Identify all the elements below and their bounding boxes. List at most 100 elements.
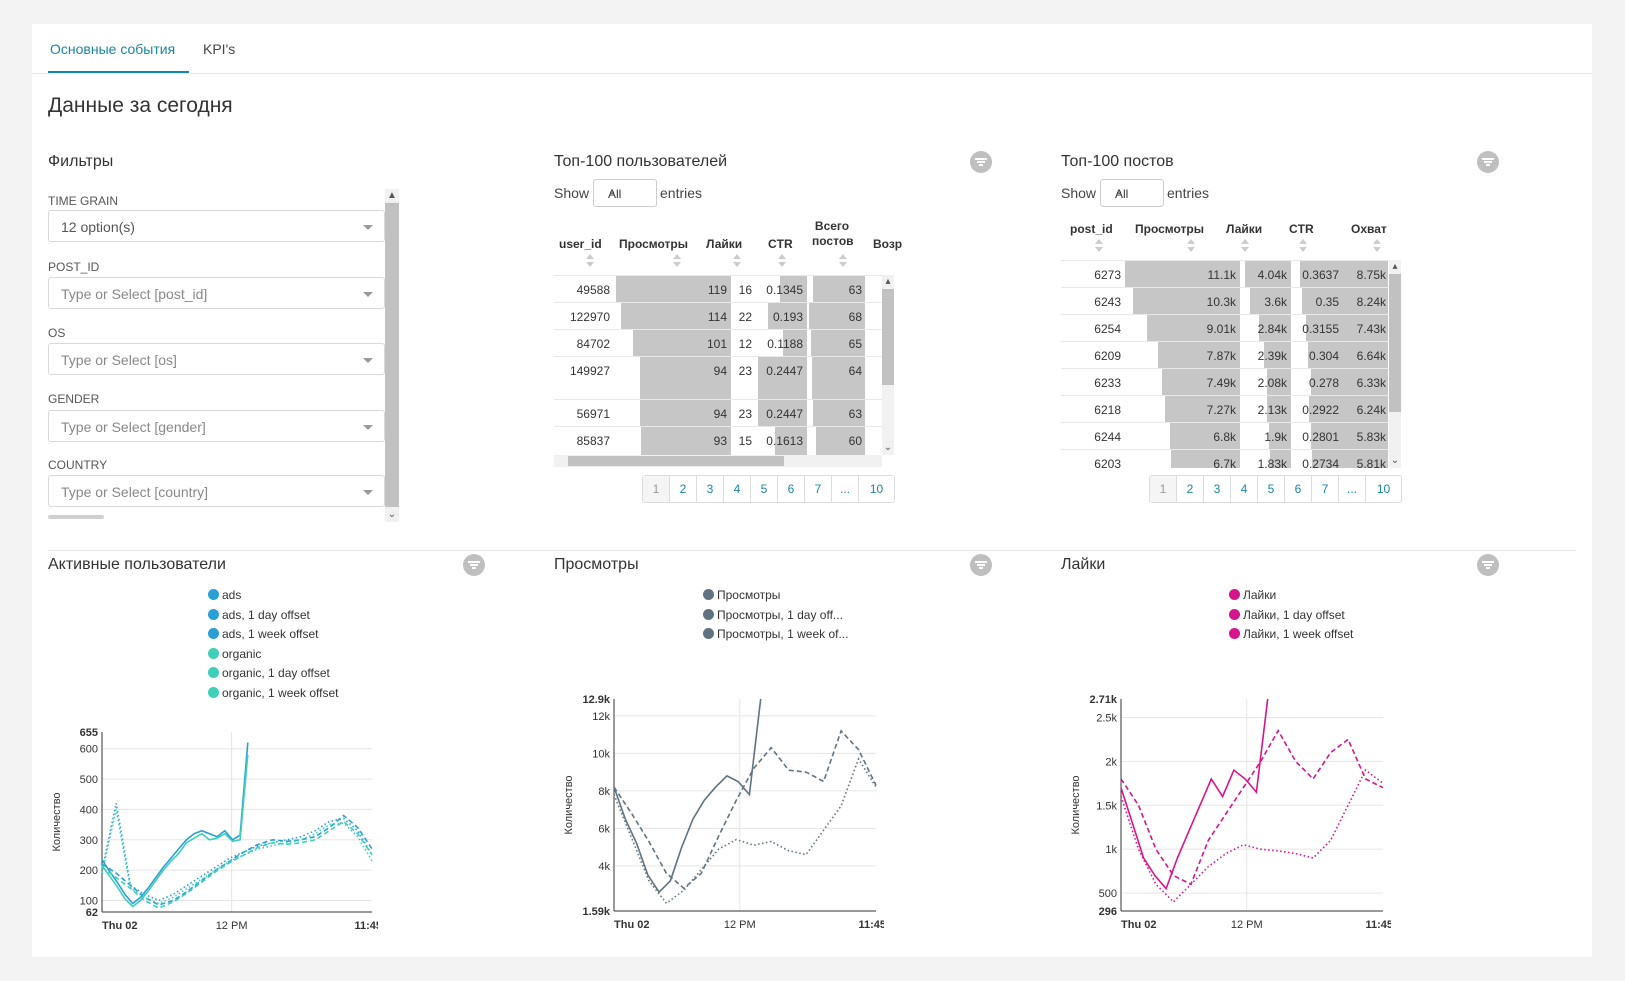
legend-item[interactable]: ads: [208, 588, 339, 608]
column-header[interactable]: Возр: [873, 237, 903, 251]
page-button[interactable]: 5: [751, 476, 778, 502]
table-row[interactable]: 6218 7.27k 2.13k 0.2922 6.24k: [1061, 395, 1389, 423]
page-button[interactable]: 1: [1150, 476, 1177, 502]
tab-kpis[interactable]: KPI's: [203, 41, 236, 57]
table-row[interactable]: 84702 101 12 0.1188 65: [554, 329, 882, 357]
table-row[interactable]: 149927 94 23 0.2447 64: [554, 356, 882, 400]
table-row[interactable]: 122970 114 22 0.193 68: [554, 302, 882, 330]
legend-item[interactable]: Просмотры: [703, 588, 848, 608]
page-button[interactable]: 6: [1285, 476, 1312, 502]
views-menu-icon[interactable]: [970, 554, 992, 576]
column-header[interactable]: Просмотры: [1135, 222, 1205, 236]
sort-icon[interactable]: [672, 254, 682, 268]
legend-dot-icon: [1229, 608, 1240, 620]
page-button[interactable]: 3: [697, 476, 724, 502]
page-button[interactable]: 3: [1204, 476, 1231, 502]
table-row[interactable]: 6243 10.3k 3.6k 0.35 8.24k: [1061, 287, 1389, 315]
table-cell: 94: [713, 364, 727, 378]
column-header[interactable]: Просмотры: [619, 237, 689, 251]
x-tick-label: Thu 02: [1121, 919, 1156, 931]
table-row[interactable]: 85837 93 15 0.1613 60: [554, 426, 882, 455]
page-button[interactable]: 7: [1312, 476, 1339, 502]
sort-icon[interactable]: [777, 254, 787, 268]
scroll-down-icon[interactable]: ⌄: [883, 442, 893, 453]
column-header[interactable]: Лайки: [706, 237, 743, 251]
sort-icon[interactable]: [1372, 239, 1382, 253]
page-button[interactable]: 10: [1376, 482, 1391, 496]
table-cell: 6273: [1094, 268, 1121, 282]
table-row[interactable]: 6254 9.01k 2.84k 0.3155 7.43k: [1061, 314, 1389, 342]
users-entries-select[interactable]: All ⌄: [593, 179, 657, 207]
sort-icon[interactable]: [1298, 239, 1308, 253]
column-header[interactable]: user_id: [559, 237, 602, 251]
legend-item[interactable]: Лайки, 1 week offset: [1229, 627, 1353, 647]
active-users-menu-icon[interactable]: [463, 554, 485, 576]
scroll-up-icon[interactable]: ▲: [387, 190, 397, 201]
column-header[interactable]: CTR: [768, 237, 793, 251]
scrollbar-thumb[interactable]: [385, 203, 399, 507]
posts-chart-menu-icon[interactable]: [1477, 151, 1499, 173]
scroll-down-icon[interactable]: ⌄: [1390, 455, 1400, 466]
sort-icon[interactable]: [732, 254, 742, 268]
filter-scrollbar[interactable]: ▲ ⌄: [385, 189, 399, 522]
legend-item[interactable]: ads, 1 day offset: [208, 608, 339, 628]
legend-item[interactable]: Просмотры, 1 day off...: [703, 608, 848, 628]
page-button[interactable]: 10: [869, 482, 884, 496]
users-chart-menu-icon[interactable]: [970, 151, 992, 173]
column-header[interactable]: Всего постов: [812, 219, 854, 248]
sort-icon[interactable]: [585, 254, 595, 268]
page-button[interactable]: 1: [643, 476, 670, 502]
table-row[interactable]: 56971 94 23 0.2447 63: [554, 399, 882, 427]
table-row[interactable]: 6203 6.7k 1.83k 0.2734 5.81k: [1061, 449, 1389, 468]
filter-select[interactable]: 12 option(s): [48, 210, 385, 242]
legend-item[interactable]: organic, 1 day offset: [208, 666, 339, 686]
scrollbar-thumb[interactable]: [1389, 274, 1401, 412]
scrollbar-thumb[interactable]: [568, 456, 784, 466]
table-row[interactable]: 6209 7.87k 2.39k 0.304 6.64k: [1061, 341, 1389, 369]
legend-item[interactable]: Лайки, 1 day offset: [1229, 608, 1353, 628]
table-row[interactable]: 49588 119 16 0.1345 63: [554, 275, 882, 303]
filter-select[interactable]: Type or Select [os]: [48, 343, 385, 375]
table-row[interactable]: 6244 6.8k 1.9k 0.2801 5.83k: [1061, 422, 1389, 450]
page-button[interactable]: 2: [1177, 476, 1204, 502]
x-tick-label: 11:45: [354, 920, 378, 932]
page-button[interactable]: 4: [724, 476, 751, 502]
sort-icon[interactable]: [838, 254, 848, 268]
entries-label: entries: [660, 185, 703, 201]
series-line: [613, 698, 762, 894]
column-header[interactable]: post_id: [1070, 222, 1113, 236]
table-row[interactable]: 6233 7.49k 2.08k 0.278 6.33k: [1061, 368, 1389, 396]
legend-item[interactable]: Просмотры, 1 week of...: [703, 627, 848, 647]
users-hscrollbar[interactable]: [554, 455, 882, 467]
filter-select[interactable]: Type or Select [country]: [48, 475, 385, 507]
sort-icon[interactable]: [1240, 239, 1250, 253]
page-button[interactable]: 7: [805, 476, 832, 502]
filter-select[interactable]: Type or Select [gender]: [48, 410, 385, 442]
scroll-down-icon[interactable]: ⌄: [387, 509, 397, 520]
page-button[interactable]: 5: [1258, 476, 1285, 502]
legend-item[interactable]: organic, 1 week offset: [208, 686, 339, 706]
legend-item[interactable]: ads, 1 week offset: [208, 627, 339, 647]
scrollbar-thumb[interactable]: [882, 289, 894, 385]
column-header[interactable]: Лайки: [1226, 222, 1263, 236]
scroll-up-icon[interactable]: ▴: [885, 276, 891, 287]
likes-menu-icon[interactable]: [1477, 554, 1499, 576]
sort-icon[interactable]: [1186, 239, 1196, 253]
sort-icon[interactable]: [1094, 239, 1104, 253]
page-button[interactable]: ...: [1339, 476, 1366, 502]
table-row[interactable]: 6273 11.1k 4.04k 0.3637 8.75k: [1061, 260, 1389, 288]
column-header[interactable]: CTR: [1289, 222, 1314, 236]
tab-main-events[interactable]: Основные события: [50, 41, 176, 57]
page-button[interactable]: ...: [832, 476, 859, 502]
legend-item[interactable]: Лайки: [1229, 588, 1353, 608]
page-button[interactable]: 2: [670, 476, 697, 502]
posts-vscrollbar[interactable]: ▴ ⌄: [1389, 260, 1401, 468]
page-button[interactable]: 4: [1231, 476, 1258, 502]
users-vscrollbar[interactable]: ▴ ⌄: [882, 275, 894, 455]
filter-select[interactable]: Type or Select [post_id]: [48, 277, 385, 309]
page-button[interactable]: 6: [778, 476, 805, 502]
posts-entries-select[interactable]: All ⌄: [1100, 179, 1164, 207]
scroll-up-icon[interactable]: ▴: [1392, 261, 1398, 272]
column-header[interactable]: Охват: [1351, 222, 1387, 236]
legend-item[interactable]: organic: [208, 647, 339, 667]
